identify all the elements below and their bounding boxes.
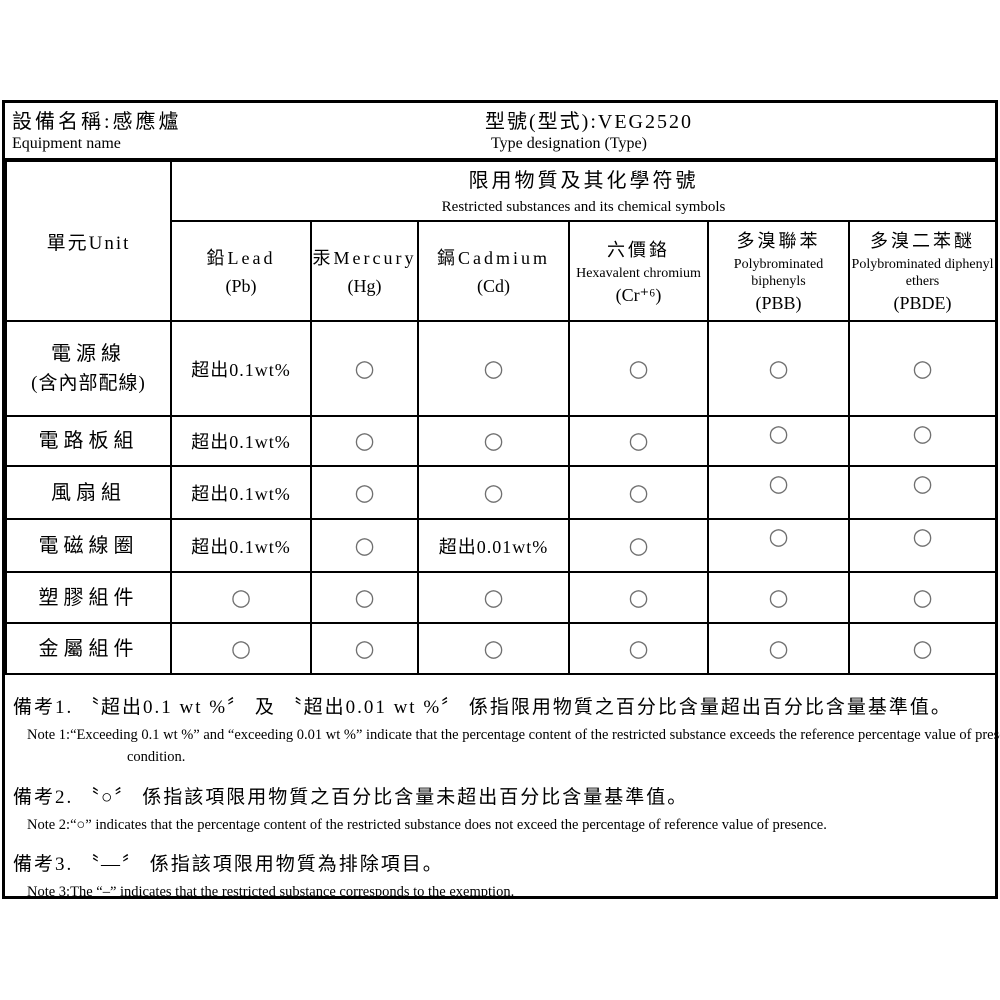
column-en-label: Polybrominated biphenyls [733, 257, 824, 289]
column-zh-label: 多溴聯苯 [736, 231, 821, 251]
equipment-name-zh: 設備名稱:感應爐 [12, 111, 182, 133]
column-zh-label: 多溴二苯醚 [870, 231, 976, 251]
table-cell-circle: ○ [847, 518, 998, 573]
table-cell-circle: ○ [707, 415, 850, 467]
restricted-substances-table: 單元Unit 限用物質及其化學符號 Restricted substances … [5, 160, 998, 675]
table-cell-circle: ○ [847, 415, 998, 467]
table-row-fan-unit: 風扇組 超出0.1wt% ○ ○ ○ ○ ○ [5, 465, 998, 520]
column-header-cadmium: 鎘Cadmium (Cd) [417, 220, 570, 322]
table-header-row-substances: 鉛Lead (Pb) 汞Mercury (Hg) 鎘Cadmium (Cd) 六… [6, 220, 998, 322]
table-cell-circle: ○ [568, 465, 709, 520]
row-label-line1: 電源線 [51, 342, 126, 365]
table-cell-circle: ○ [170, 622, 312, 675]
note2-zh: 備考2. 〝○〞 係指該項限用物質之百分比含量未超出百分比含量基準值。 [13, 786, 689, 808]
row-label-induction-coil: 電磁線圈 [5, 518, 172, 573]
document-title-row: 設備名稱:感應爐 Equipment name 型號(型式):VEG2520 T… [5, 103, 995, 160]
column-en-label: Polybrominated diphenyl ethers [851, 257, 994, 289]
table-row-power-cord: 電源線 (含內部配線) 超出0.1wt% ○ ○ ○ ○ ○ [5, 320, 998, 417]
table-cell-circle: ○ [417, 415, 570, 467]
table-cell-circle: ○ [707, 622, 850, 675]
table-cell-circle: ○ [310, 571, 419, 624]
column-zh-label: 鉛Lead [206, 248, 276, 268]
row-label-fan-unit: 風扇組 [5, 465, 172, 520]
table-cell-circle: ○ [707, 320, 850, 417]
rohs-declaration-document: 設備名稱:感應爐 Equipment name 型號(型式):VEG2520 T… [2, 100, 1000, 900]
row-label-power-cord: 電源線 (含內部配線) [5, 320, 172, 417]
row-label-metal-parts: 金屬組件 [5, 622, 172, 675]
table-cell-exceed: 超出0.1wt% [170, 518, 312, 573]
table-cell-circle: ○ [568, 320, 709, 417]
column-en-label: Hexavalent chromium [576, 265, 701, 281]
type-designation-en: Type designation (Type) [491, 135, 647, 152]
column-symbol-label: (Cd) [477, 276, 510, 296]
row-label-line1: 電磁線圈 [38, 534, 139, 557]
column-header-lead: 鉛Lead (Pb) [170, 220, 312, 322]
table-row-metal-parts: 金屬組件 ○ ○ ○ ○ ○ ○ [5, 622, 998, 675]
column-zh-label: 汞Mercury [312, 248, 417, 268]
note1-zh: 備考1. 〝超出0.1 wt %〞 及 〝超出0.01 wt %〞 係指限用物質… [13, 697, 952, 718]
table-cell-circle: ○ [568, 622, 709, 675]
table-cell-circle: ○ [847, 465, 998, 520]
column-symbol-label: (Cr⁺⁶) [615, 284, 662, 305]
unit-header-cell: 單元Unit [5, 160, 172, 322]
note2-en: Note 2:“○” indicates that the percentage… [27, 816, 827, 833]
row-label-line1: 塑膠組件 [38, 586, 139, 609]
restricted-header-en: Restricted substances and its chemical s… [441, 199, 726, 215]
restricted-substances-header-cell: 限用物質及其化學符號 Restricted substances and its… [169, 160, 998, 222]
table-cell-circle: ○ [310, 320, 419, 417]
row-label-line1: 電路板組 [38, 430, 139, 452]
equipment-name-block: 設備名稱:感應爐 Equipment name [12, 105, 182, 153]
table-cell-circle: ○ [847, 622, 998, 675]
column-symbol-label: (Pb) [225, 276, 257, 296]
note3-en: Note 3:The “–” indicates that the restri… [27, 884, 515, 901]
column-header-mercury: 汞Mercury (Hg) [310, 220, 419, 322]
table-cell-exceed: 超出0.1wt% [170, 320, 312, 417]
table-cell-circle: ○ [417, 320, 570, 417]
type-designation-zh: 型號(型式):VEG2520 [485, 111, 693, 133]
table-row-circuit-board: 電路板組 超出0.1wt% ○ ○ ○ ○ ○ [5, 415, 998, 467]
table-row-induction-coil: 電磁線圈 超出0.1wt% ○ 超出0.01wt% ○ ○ ○ [5, 518, 998, 573]
notes-section: 備考1. 〝超出0.1 wt %〞 及 〝超出0.01 wt %〞 係指限用物質… [5, 675, 1000, 904]
column-symbol-label: (Hg) [347, 276, 382, 296]
table-cell-exceed: 超出0.1wt% [170, 465, 312, 520]
table-cell-circle: ○ [417, 622, 570, 675]
row-label-line1: 風扇組 [51, 481, 126, 504]
column-zh-label: 鎘Cadmium [437, 248, 550, 268]
column-symbol-label: (PBDE) [893, 293, 952, 313]
table-cell-circle: ○ [568, 518, 709, 573]
table-cell-circle: ○ [310, 465, 419, 520]
equipment-name-en: Equipment name [12, 135, 121, 152]
column-zh-label: 六價鉻 [607, 239, 670, 260]
table-cell-circle: ○ [847, 571, 998, 624]
table-cell-circle: ○ [568, 415, 709, 467]
note3-zh: 備考3. 〝—〞 係指該項限用物質為排除項目。 [13, 854, 444, 876]
column-header-pbb: 多溴聯苯 Polybrominated biphenyls (PBB) [707, 220, 850, 322]
table-cell-circle: ○ [847, 320, 998, 417]
table-cell-circle: ○ [310, 415, 419, 467]
table-cell-circle: ○ [707, 518, 850, 573]
table-cell-circle: ○ [417, 465, 570, 520]
table-cell-circle: ○ [417, 571, 570, 624]
table-cell-circle: ○ [310, 518, 419, 573]
column-symbol-label: (PBB) [755, 293, 802, 313]
row-label-line1: 金屬組件 [38, 637, 139, 660]
restricted-header-zh: 限用物質及其化學符號 [468, 170, 699, 192]
column-header-pbde: 多溴二苯醚 Polybrominated diphenyl ethers (PB… [847, 220, 998, 322]
type-designation-block: 型號(型式):VEG2520 Type designation (Type) [485, 105, 693, 153]
table-cell-circle: ○ [707, 571, 850, 624]
note1-en: Note 1:“Exceeding 0.1 wt %” and “exceedi… [27, 727, 1000, 766]
table-header-row-top: 單元Unit 限用物質及其化學符號 Restricted substances … [5, 160, 998, 322]
table-row-plastic-parts: 塑膠組件 ○ ○ ○ ○ ○ ○ [5, 571, 998, 624]
row-label-line2: (含內部配線) [31, 372, 146, 394]
row-label-circuit-board: 電路板組 [5, 415, 172, 467]
table-cell-circle: ○ [568, 571, 709, 624]
table-cell-circle: ○ [170, 571, 312, 624]
table-cell-exceed: 超出0.01wt% [417, 518, 570, 573]
table-cell-circle: ○ [310, 622, 419, 675]
row-label-plastic-parts: 塑膠組件 [5, 571, 172, 624]
table-cell-exceed: 超出0.1wt% [170, 415, 312, 467]
table-cell-circle: ○ [707, 465, 850, 520]
column-header-hexavalent-chromium: 六價鉻 Hexavalent chromium (Cr⁺⁶) [568, 220, 709, 322]
